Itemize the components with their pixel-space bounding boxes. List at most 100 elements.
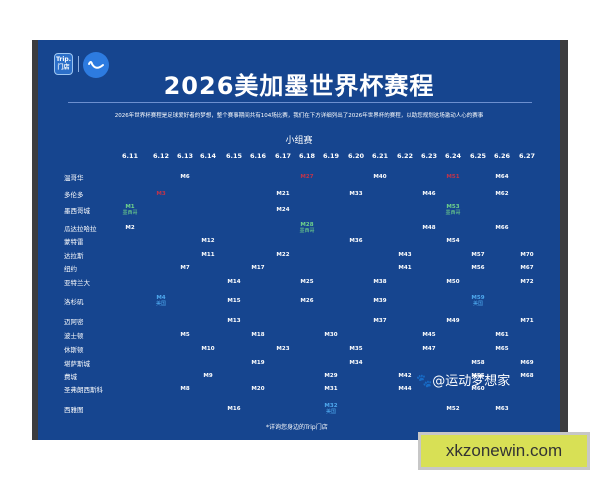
match-label: M30 — [324, 332, 338, 338]
match-cell: M7 — [180, 265, 189, 271]
match-cell: M52 — [446, 406, 459, 412]
match-label: M37 — [373, 318, 387, 324]
match-cell: M6 — [180, 174, 189, 180]
match-label: M19 — [251, 360, 265, 366]
match-cell: M45 — [422, 332, 435, 338]
match-label: M58 — [471, 360, 485, 366]
match-label: M4 — [156, 295, 166, 301]
match-cell: M30 — [324, 332, 337, 338]
match-cell: M2 — [125, 225, 134, 231]
match-label: M18 — [251, 332, 265, 338]
match-label: M45 — [422, 332, 436, 338]
match-label: M42 — [398, 373, 412, 379]
match-label: M24 — [276, 207, 290, 213]
match-cell: M15 — [227, 298, 240, 304]
match-label: M68 — [520, 373, 534, 379]
city-label: 迈阿密 — [64, 318, 84, 326]
match-label: M55 — [471, 373, 485, 379]
match-cell: M54 — [446, 238, 459, 244]
city-label: 洛杉矶 — [64, 298, 84, 306]
match-label: M8 — [180, 386, 190, 392]
match-label: M23 — [276, 346, 290, 352]
match-label: M51 — [446, 174, 460, 180]
city-label: 波士顿 — [64, 332, 84, 340]
match-label: M26 — [300, 298, 314, 304]
match-label: M38 — [373, 279, 387, 285]
site-watermark: xkzonewin.com — [418, 432, 590, 470]
match-label: M71 — [520, 318, 534, 324]
match-label: M47 — [422, 346, 436, 352]
match-cell: M62 — [495, 191, 508, 197]
match-label: M49 — [446, 318, 460, 324]
match-label: M72 — [520, 279, 534, 285]
match-cell: M37 — [373, 318, 386, 324]
date-header: 6.15 — [225, 152, 243, 160]
logo-divider — [78, 56, 79, 72]
match-cell: M3 — [156, 191, 165, 197]
match-label: M34 — [349, 360, 363, 366]
match-cell: M12 — [201, 238, 214, 244]
smile-logo-icon — [83, 52, 109, 78]
match-label: M12 — [201, 238, 215, 244]
match-cell: M51 — [446, 174, 459, 180]
weibo-handle: 🐾@运动梦想家 — [416, 370, 510, 389]
match-cell: M8 — [180, 386, 189, 392]
match-label: M52 — [446, 406, 460, 412]
match-label: M28 — [300, 222, 314, 228]
date-header: 6.19 — [322, 152, 340, 160]
city-label: 达拉斯 — [64, 252, 84, 260]
date-header: 6.16 — [249, 152, 267, 160]
match-cell: M68 — [520, 373, 533, 379]
match-label: M7 — [180, 265, 190, 271]
match-cell: M48 — [422, 225, 435, 231]
city-label: 亚特兰大 — [64, 279, 90, 287]
match-cell: M28 墨西哥 — [299, 222, 314, 234]
date-header: 6.17 — [274, 152, 292, 160]
city-label: 圣弗朗西斯科 — [64, 386, 103, 394]
date-header: 6.20 — [347, 152, 365, 160]
match-label: M54 — [446, 238, 460, 244]
match-label: M3 — [156, 191, 166, 197]
match-cell: M40 — [373, 174, 386, 180]
match-cell: M47 — [422, 346, 435, 352]
match-team: 墨西哥 — [445, 210, 461, 216]
match-label: M43 — [398, 252, 412, 258]
date-header: 6.11 — [121, 152, 139, 160]
match-cell: M66 — [495, 225, 508, 231]
match-cell: M71 — [520, 318, 533, 324]
match-cell: M35 — [349, 346, 362, 352]
match-label: M50 — [446, 279, 460, 285]
match-label: M33 — [349, 191, 363, 197]
match-cell: M69 — [520, 360, 533, 366]
match-cell: M53 墨西哥 — [445, 204, 460, 216]
footnote: *详询您身边的Trip门店 — [266, 424, 328, 431]
date-header: 6.13 — [176, 152, 194, 160]
match-label: M61 — [495, 332, 509, 338]
match-label: M5 — [180, 332, 190, 338]
match-team: 美国 — [155, 301, 167, 307]
match-cell: M59 美国 — [471, 295, 484, 307]
match-cell: M56 — [471, 265, 484, 271]
date-header: 6.23 — [420, 152, 438, 160]
match-cell: M58 — [471, 360, 484, 366]
match-cell: M10 — [201, 346, 214, 352]
match-label: M16 — [227, 406, 241, 412]
match-cell: M19 — [251, 360, 264, 366]
match-label: M63 — [495, 406, 509, 412]
match-label: M14 — [227, 279, 241, 285]
match-cell: M27 — [300, 174, 313, 180]
match-label: M48 — [422, 225, 436, 231]
match-cell: M29 — [324, 373, 337, 379]
match-cell: M64 — [495, 174, 508, 180]
match-label: M40 — [373, 174, 387, 180]
match-cell: M11 — [201, 252, 214, 258]
match-cell: M49 — [446, 318, 459, 324]
schedule-poster: Trip. 门店 2026美加墨世界杯赛程 2026年世界杯赛程是足球爱好者的梦… — [38, 40, 560, 440]
match-label: M6 — [180, 174, 190, 180]
match-cell: M22 — [276, 252, 289, 258]
match-label: M27 — [300, 174, 314, 180]
match-cell: M18 — [251, 332, 264, 338]
match-cell: M5 — [180, 332, 189, 338]
match-team: 墨西哥 — [299, 228, 315, 234]
match-cell: M42 — [398, 373, 411, 379]
